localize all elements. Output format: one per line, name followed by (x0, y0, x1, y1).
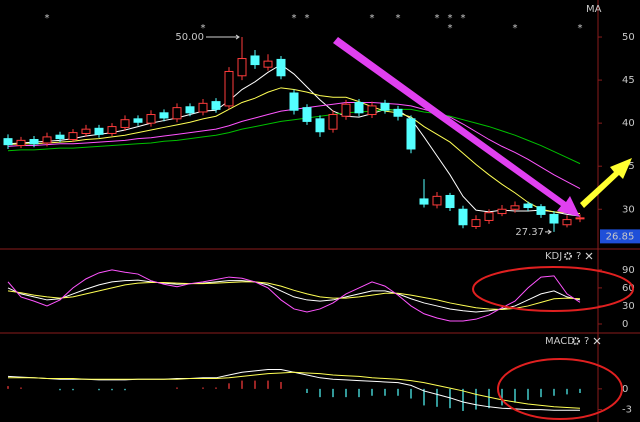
pane-title: KDJ (545, 251, 562, 262)
help-button[interactable]: ? (576, 251, 581, 262)
settings-button[interactable] (572, 337, 580, 345)
y-tick-label: 30 (622, 301, 635, 312)
legend-title: MA (586, 4, 602, 15)
candle-body (445, 194, 455, 209)
candle-body (42, 136, 52, 144)
candle-body (419, 198, 429, 205)
candle-body (328, 114, 338, 130)
rebound-arrow (580, 158, 632, 208)
y-tick-label: 90 (622, 265, 635, 276)
signal-marker: * (435, 13, 440, 24)
last-price-label: 26.85 (606, 231, 635, 242)
candle-body (315, 118, 325, 133)
candle-body (562, 219, 572, 226)
indicator-line (7, 279, 581, 313)
candle-body (276, 58, 286, 77)
y-tick-label: 0 (622, 384, 628, 395)
candle-body (55, 134, 65, 140)
candle-body (341, 103, 351, 117)
candle-body (549, 213, 559, 224)
candle-body (68, 132, 78, 141)
candle-body (263, 60, 273, 68)
candle-body (484, 212, 494, 221)
candle-body (16, 139, 26, 147)
y-tick-label: -3 (622, 405, 632, 416)
indicator-line (7, 269, 581, 322)
candle-body (237, 58, 247, 77)
candle-body (523, 203, 533, 209)
candle-body (133, 118, 143, 123)
candle-body (250, 55, 260, 66)
signal-marker: * (448, 13, 453, 24)
close-button[interactable] (593, 337, 601, 345)
candle-body (224, 70, 234, 107)
candle-body (302, 107, 312, 122)
indicator-line (7, 108, 581, 165)
y-tick-label: 30 (622, 204, 635, 215)
candle-body (458, 208, 468, 226)
candle-body (211, 101, 221, 110)
signal-marker: * (461, 13, 466, 24)
y-tick-label: 50 (622, 32, 635, 43)
candle-body (29, 139, 39, 145)
signal-marker: * (292, 13, 297, 24)
candle-body (393, 108, 403, 117)
label-arrow (545, 229, 552, 235)
signal-marker: * (513, 23, 518, 34)
candle-body (432, 195, 442, 206)
signal-marker: * (201, 23, 206, 34)
trend-arrow (333, 37, 580, 217)
candle-body (497, 208, 507, 215)
y-tick-label: 35 (622, 161, 635, 172)
candle-body (380, 102, 390, 111)
signal-marker: * (448, 23, 453, 34)
candle-body (159, 112, 169, 119)
candle-body (510, 205, 520, 210)
candle-body (471, 219, 481, 227)
candle-body (289, 92, 299, 111)
candle-body (94, 127, 104, 135)
y-tick-label: 40 (622, 118, 635, 129)
y-tick-label: 0 (622, 319, 628, 330)
signal-marker: * (578, 23, 583, 34)
signal-marker: * (396, 13, 401, 24)
candle-body (120, 119, 130, 128)
candle-body (406, 118, 416, 150)
candle-body (536, 206, 546, 215)
close-button[interactable] (585, 252, 593, 260)
highlight-ellipse (497, 358, 623, 420)
candle-body (146, 114, 156, 124)
candle-body (185, 106, 195, 114)
low-label: 27.37 (515, 227, 544, 238)
candle-body (172, 107, 182, 120)
pane-title: MACD (545, 336, 575, 347)
candle-body (81, 128, 91, 134)
signal-marker: * (45, 13, 50, 24)
signal-marker: * (370, 13, 375, 24)
indicator-line (7, 281, 581, 311)
candle-body (198, 102, 208, 113)
y-tick-label: 60 (622, 283, 635, 294)
help-button[interactable]: ? (584, 336, 589, 347)
candle-body (354, 101, 364, 114)
candle-body (3, 138, 13, 146)
candle-body (107, 126, 117, 134)
candle-body (367, 105, 377, 116)
indicator-line (8, 371, 581, 409)
highlight-ellipse (472, 266, 634, 312)
label-arrow (206, 34, 240, 40)
signal-marker: * (305, 13, 310, 24)
last-price-box (600, 229, 640, 244)
high-label: 50.00 (175, 32, 204, 43)
candle-body (575, 217, 585, 220)
settings-button[interactable] (564, 252, 572, 260)
y-tick-label: 45 (622, 75, 635, 86)
